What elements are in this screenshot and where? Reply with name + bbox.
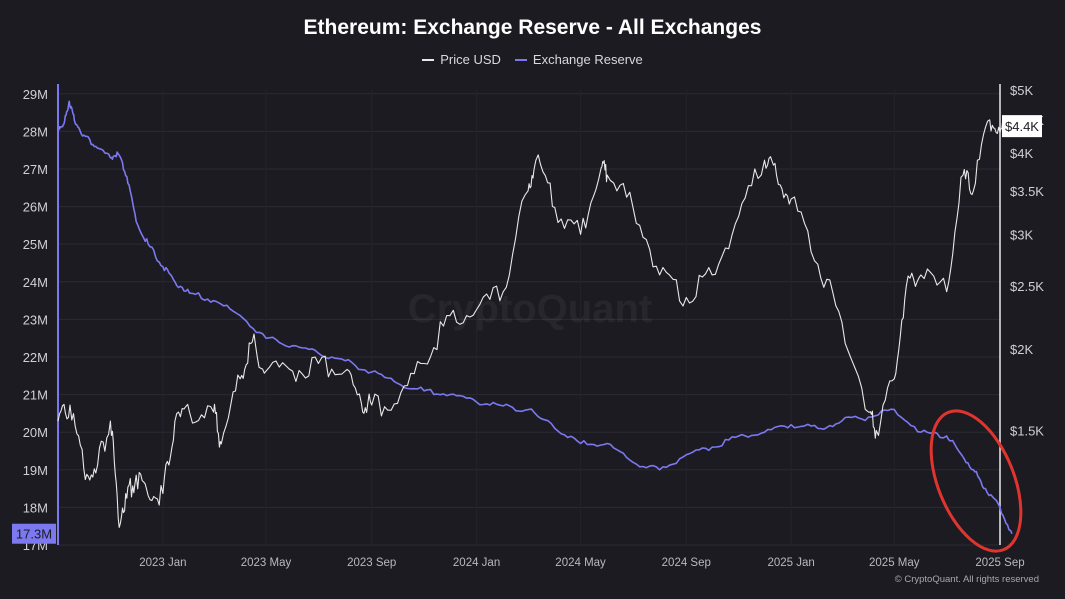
x-axis-tick: 2023 May xyxy=(241,557,292,569)
grid-lines xyxy=(58,90,1001,546)
reserve-value-box xyxy=(12,523,56,544)
x-axis-tick: 2024 May xyxy=(555,557,606,569)
x-axis-tick: 2023 Sep xyxy=(347,557,396,569)
left-axis-tick: 25M xyxy=(23,237,48,252)
left-axis-tick: 24M xyxy=(23,275,48,290)
left-axis-tick: 18M xyxy=(23,500,48,515)
price-value-box xyxy=(1002,115,1042,138)
right-axis-tick: $3.5K xyxy=(1010,184,1044,199)
axes: 29M28M27M26M25M24M23M22M21M20M19M18M17M$… xyxy=(23,83,1045,569)
x-axis-tick: 2025 May xyxy=(869,557,920,569)
legend-swatch-price xyxy=(422,58,435,61)
left-axis-tick: 21M xyxy=(23,388,48,403)
right-axis-tick: $5K xyxy=(1010,83,1033,98)
x-axis-tick: 2025 Jan xyxy=(767,557,814,569)
x-axis-tick: 2024 Jan xyxy=(453,557,500,569)
right-axis-tick: $1.5K xyxy=(1010,423,1044,438)
chart-title: Ethereum: Exchange Reserve - All Exchang… xyxy=(303,16,762,39)
legend-swatch-reserve xyxy=(514,58,527,61)
left-axis-tick: 27M xyxy=(23,162,48,177)
highlight-circle xyxy=(929,409,1023,553)
legend-item-reserve[interactable]: Exchange Reserve xyxy=(514,52,643,67)
x-axis-tick: 2025 Sep xyxy=(975,557,1024,569)
left-axis-tick: 26M xyxy=(23,200,48,215)
plot-area xyxy=(57,100,1013,535)
right-axis-tick: $2K xyxy=(1010,342,1033,357)
legend-label-reserve: Exchange Reserve xyxy=(532,52,643,67)
series-line-price-usd xyxy=(57,118,1009,528)
reserve-value-label: 17.3M xyxy=(16,527,52,542)
left-axis-tick: 29M xyxy=(23,87,48,102)
right-axis-tick: $3K xyxy=(1010,227,1033,242)
right-axis-tick: $2.5K xyxy=(1010,279,1044,294)
left-axis-tick: 23M xyxy=(23,312,48,327)
right-axis-tick: $4K xyxy=(1010,146,1033,161)
watermark: CryptoQuant xyxy=(408,287,652,331)
x-axis-tick: 2023 Jan xyxy=(139,557,186,569)
price-value-label: $4.4K xyxy=(1005,119,1039,134)
legend-item-price[interactable]: Price USD xyxy=(422,52,501,67)
left-axis-tick: 20M xyxy=(23,425,48,440)
left-axis-tick: 19M xyxy=(23,463,48,478)
value-markers: 17.3M $4.4K xyxy=(12,115,1042,544)
x-axis-tick: 2024 Sep xyxy=(662,557,711,569)
legend-label-price: Price USD xyxy=(440,52,501,67)
copyright-text: © CryptoQuant. All rights reserved xyxy=(894,574,1039,585)
left-axis-tick: 28M xyxy=(23,124,48,139)
left-axis-tick: 22M xyxy=(23,350,48,365)
chart-legend: Price USD Exchange Reserve xyxy=(0,52,1065,67)
